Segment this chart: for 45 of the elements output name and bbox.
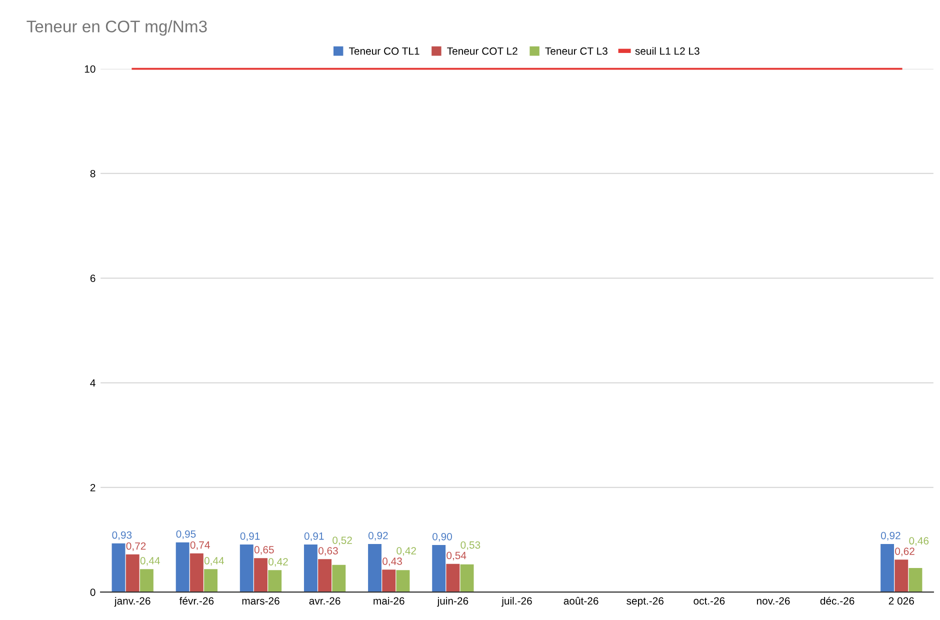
data-label: 0,93 (112, 531, 132, 540)
x-tick-label: mai-26 (374, 596, 404, 605)
x-tick-label: déc.-26 (820, 596, 854, 605)
x-tick-label: mars-26 (242, 597, 280, 605)
data-label: 0,62 (895, 548, 914, 556)
y-tick-label: 6 (90, 274, 96, 282)
data-label: 0,90 (432, 532, 452, 542)
data-label: 0,44 (204, 557, 224, 566)
data-label: 0,53 (460, 541, 480, 550)
data-label: 0,74 (190, 541, 210, 550)
data-label: 0,54 (446, 552, 466, 560)
data-label: 0,72 (126, 542, 146, 551)
data-label: 0,95 (176, 530, 196, 539)
x-tick-label: juin-26 (437, 596, 468, 607)
data-label: 0,63 (318, 547, 338, 556)
y-tick-label: 10 (84, 65, 96, 73)
data-label: 0,52 (332, 536, 352, 546)
y-tick-label: 4 (90, 379, 96, 387)
data-label: 0,42 (396, 547, 416, 556)
x-tick-label: août-26 (564, 596, 598, 605)
x-tick-label: juil.-26 (501, 596, 532, 607)
x-tick-label: févr.-26 (179, 596, 214, 605)
data-label: 0,92 (368, 532, 388, 541)
x-tick-label: janv.-26 (114, 596, 150, 607)
y-tick-label: 2 (90, 484, 96, 492)
data-label: 0,44 (140, 557, 160, 566)
legend-label: seuil L1 L2 L3 (635, 47, 700, 55)
data-label: 0,43 (382, 558, 402, 566)
data-label: 0,42 (268, 558, 288, 567)
x-tick-label: sept.-26 (626, 597, 664, 607)
legend-label: Teneur COT L2 (447, 47, 518, 55)
data-label: 0,46 (909, 537, 929, 546)
chart-title: Teneur en COT mg/Nm3 (26, 20, 207, 36)
legend-label: Teneur CO TL1 (348, 47, 420, 55)
legend-label: Teneur CT L3 (545, 47, 608, 55)
y-tick-label: 0 (90, 588, 96, 596)
x-tick-label: nov.-26 (756, 597, 790, 605)
data-label: 0,65 (254, 546, 274, 555)
data-label: 0,92 (880, 532, 900, 541)
data-label: 0,91 (240, 532, 260, 542)
data-label: 0,91 (304, 532, 324, 542)
x-tick-label: avr.-26 (309, 597, 340, 605)
y-tick-label: 8 (90, 170, 96, 178)
x-tick-label: oct.-26 (694, 597, 725, 605)
x-tick-label: 2 026 (888, 597, 914, 605)
